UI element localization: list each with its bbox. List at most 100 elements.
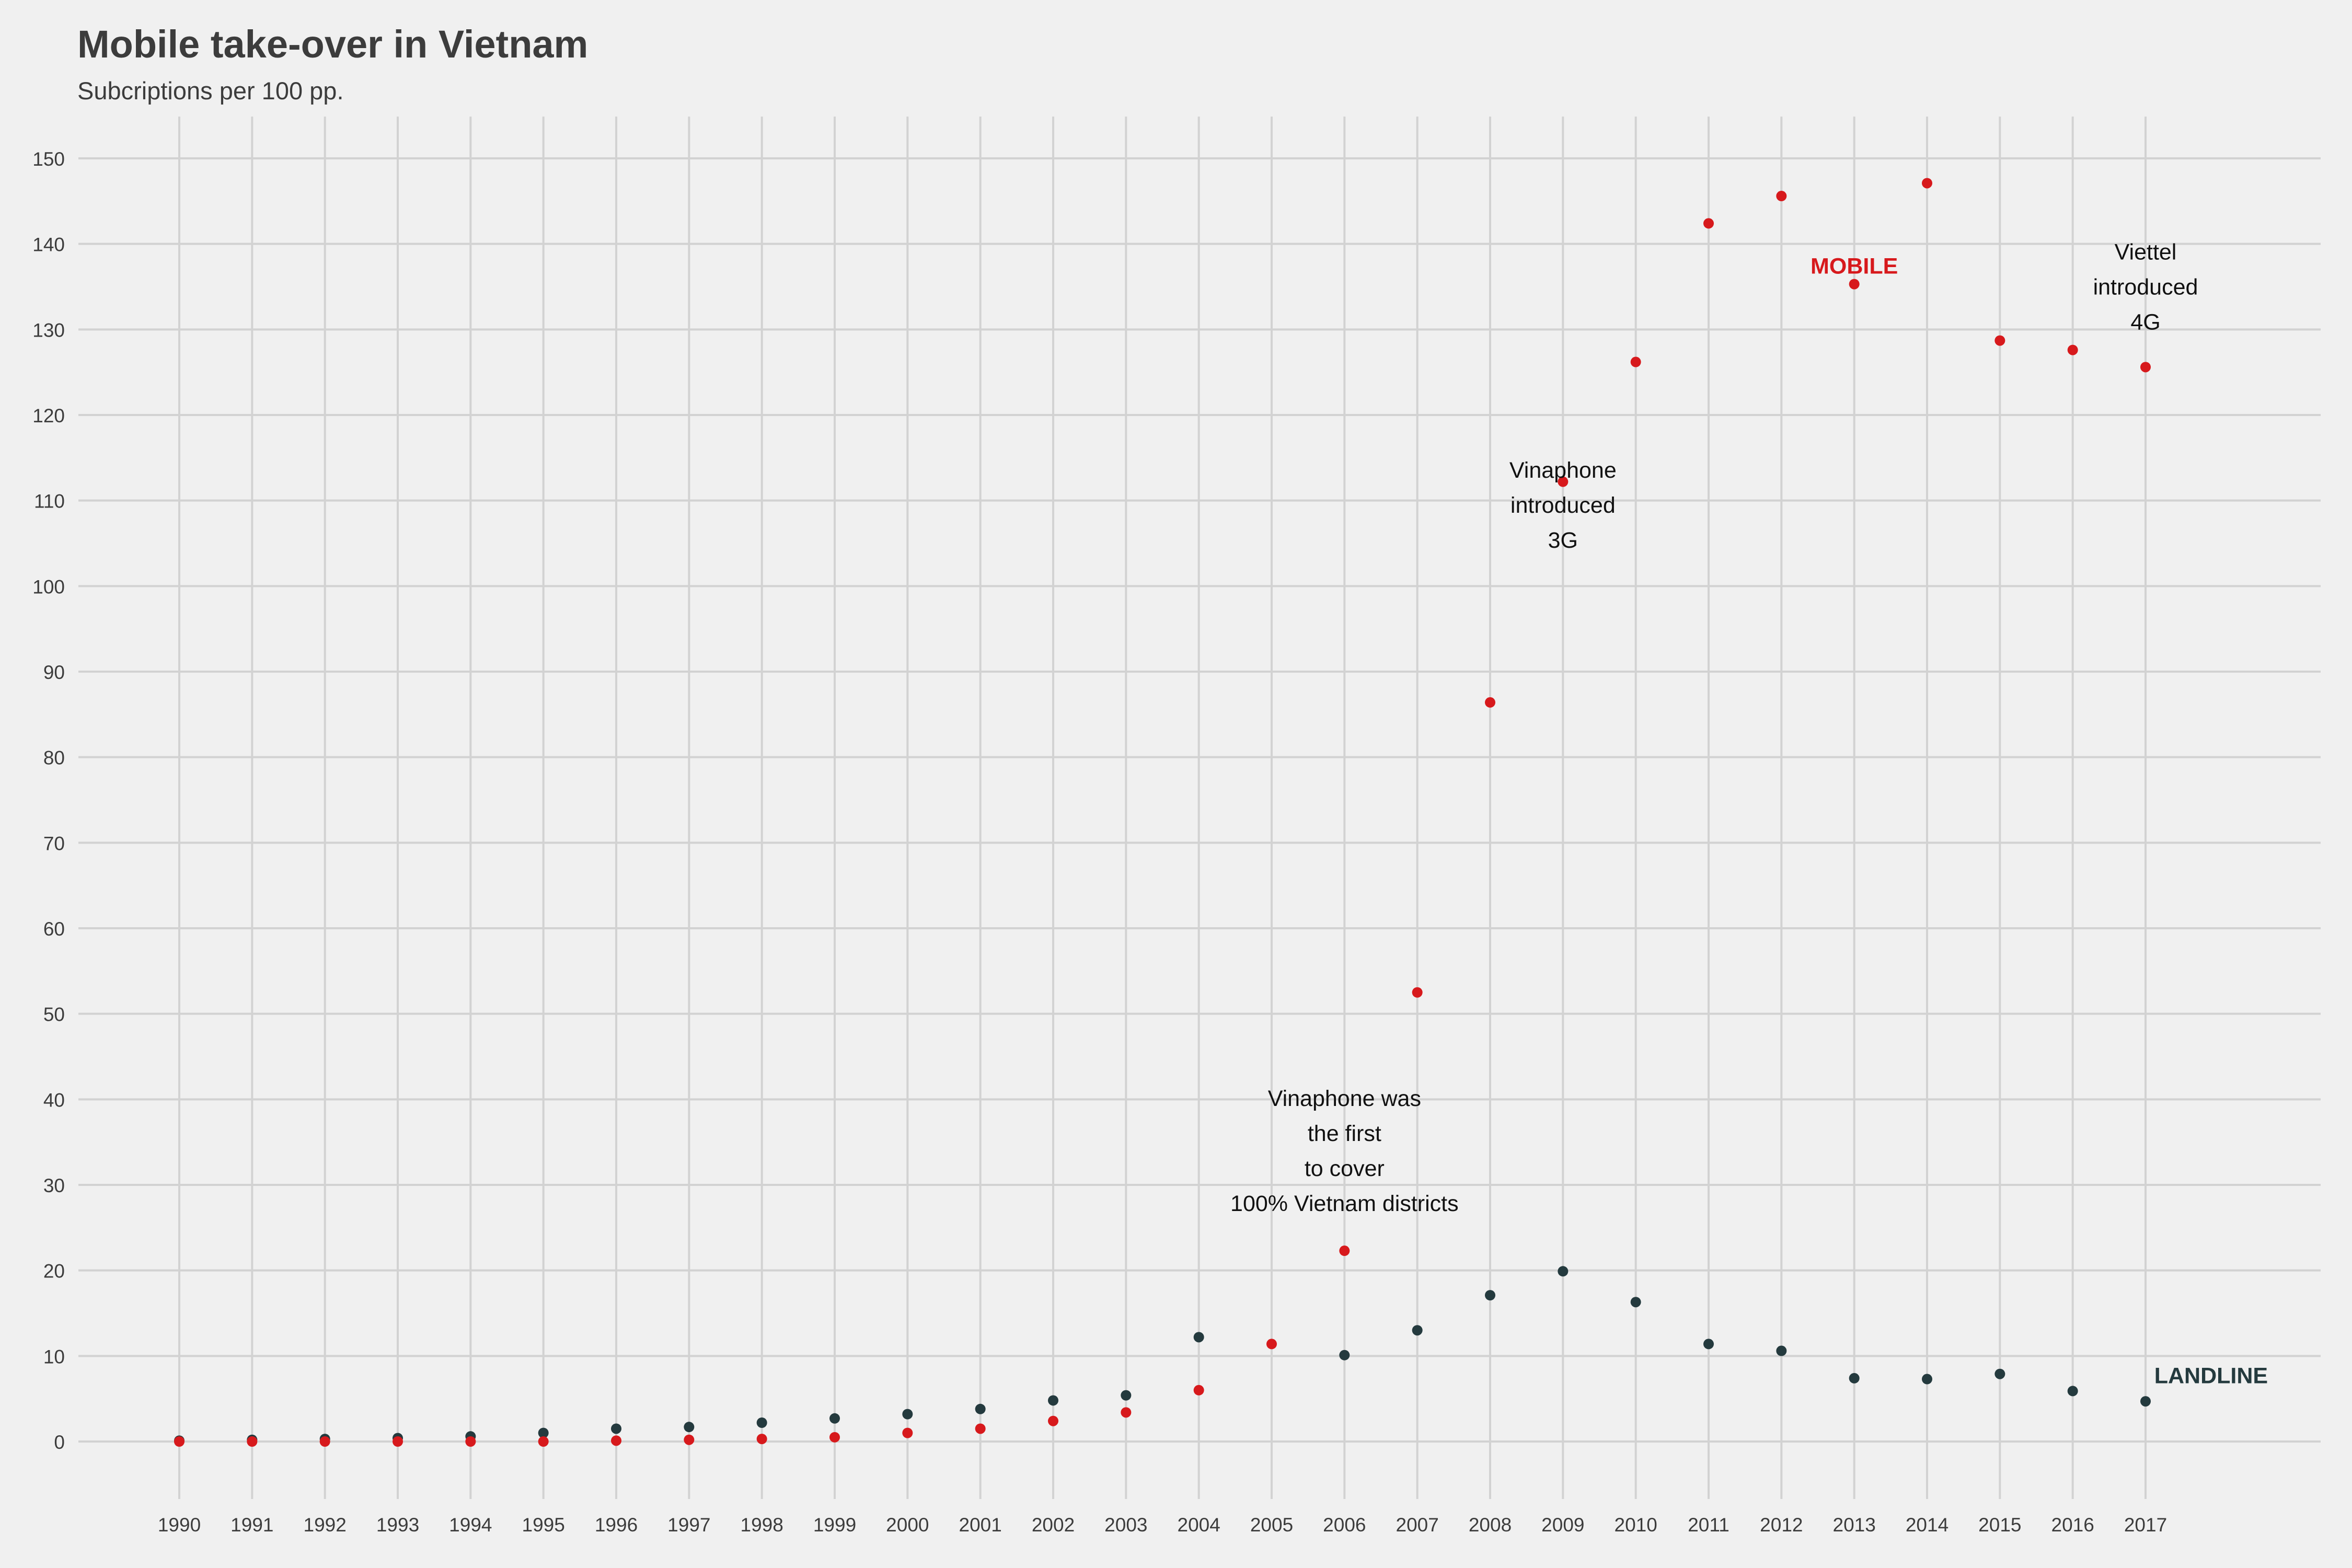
x-tick-label: 2010 xyxy=(1615,1514,1657,1536)
landline-point xyxy=(1121,1390,1132,1401)
y-tick-label: 80 xyxy=(43,747,65,769)
landline-point xyxy=(1849,1373,1860,1383)
mobile-point xyxy=(1849,279,1860,290)
series-label: MOBILE xyxy=(1811,254,1898,279)
y-tick-label: 40 xyxy=(43,1089,65,1111)
landline-point xyxy=(1994,1368,2005,1379)
y-tick-label: 50 xyxy=(43,1004,65,1025)
y-tick-label: 120 xyxy=(32,405,65,426)
x-tick-label: 2006 xyxy=(1323,1514,1366,1536)
x-tick-label: 2004 xyxy=(1178,1514,1220,1536)
mobile-point xyxy=(1266,1339,1277,1350)
y-tick-label: 60 xyxy=(43,918,65,940)
mobile-point xyxy=(319,1436,330,1447)
y-tick-label: 90 xyxy=(43,662,65,683)
mobile-point xyxy=(2140,362,2151,373)
x-tick-label: 2001 xyxy=(959,1514,1002,1536)
x-tick-label: 1995 xyxy=(522,1514,565,1536)
x-tick-label: 2005 xyxy=(1250,1514,1293,1536)
mobile-point xyxy=(393,1436,403,1447)
annotation: Vinaphone introduced 3G xyxy=(1509,458,1617,553)
chart-subtitle: Subcriptions per 100 pp. xyxy=(77,77,344,105)
x-tick-label: 2015 xyxy=(1978,1514,2021,1536)
mobile-point xyxy=(902,1427,913,1438)
x-tick-label: 2009 xyxy=(1541,1514,1584,1536)
mobile-point xyxy=(829,1432,840,1443)
y-tick-label: 70 xyxy=(43,833,65,854)
landline-point xyxy=(1558,1266,1569,1277)
x-tick-label: 2011 xyxy=(1688,1514,1730,1536)
annotation-line: Viettel xyxy=(2115,240,2177,265)
x-tick-label: 1994 xyxy=(449,1514,492,1536)
landline-point xyxy=(538,1427,549,1438)
landline-point xyxy=(1776,1345,1787,1356)
mobile-point xyxy=(174,1436,185,1447)
x-tick-label: 2013 xyxy=(1833,1514,1876,1536)
mobile-point xyxy=(1193,1385,1204,1396)
x-tick-label: 1990 xyxy=(158,1514,201,1536)
mobile-point xyxy=(247,1436,258,1447)
mobile-point xyxy=(975,1423,986,1434)
mobile-point xyxy=(1485,697,1495,708)
mobile-point xyxy=(1703,218,1714,229)
mobile-point xyxy=(538,1436,549,1447)
landline-point xyxy=(2140,1396,2151,1407)
y-axis: 0 10 20 30 40 50 60 70 80 90 100 110 120 130 140 150 xyxy=(32,148,65,1453)
y-tick-label: 30 xyxy=(43,1175,65,1196)
landline-point xyxy=(1339,1350,1350,1361)
x-tick-label: 2003 xyxy=(1104,1514,1147,1536)
x-tick-label: 2017 xyxy=(2124,1514,2167,1536)
landline-point xyxy=(1048,1395,1058,1406)
annotation-line: to cover xyxy=(1305,1156,1385,1181)
annotation-line: introduced xyxy=(2093,275,2198,300)
mobile-point xyxy=(1412,987,1423,998)
grid-lines xyxy=(78,117,2321,1499)
landline-point xyxy=(2067,1386,2078,1397)
y-tick-label: 130 xyxy=(32,319,65,341)
x-tick-label: 1998 xyxy=(741,1514,783,1536)
landline-point xyxy=(975,1403,986,1414)
landline-point xyxy=(1703,1339,1714,1350)
y-tick-label: 140 xyxy=(32,234,65,256)
x-tick-label: 1991 xyxy=(230,1514,273,1536)
y-tick-label: 20 xyxy=(43,1261,65,1282)
mobile-point xyxy=(684,1434,695,1445)
landline-point xyxy=(611,1423,621,1434)
annotation-line: the first xyxy=(1308,1121,1381,1146)
mobile-point xyxy=(1776,191,1787,202)
landline-point xyxy=(902,1409,913,1420)
mobile-point xyxy=(756,1434,767,1445)
y-tick-label: 10 xyxy=(43,1346,65,1367)
mobile-point xyxy=(1048,1415,1058,1426)
mobile-point xyxy=(1630,356,1641,367)
mobile-point xyxy=(611,1435,621,1446)
landline-point xyxy=(1193,1332,1204,1343)
mobile-point xyxy=(2067,344,2078,355)
x-tick-label: 2008 xyxy=(1469,1514,1512,1536)
x-tick-label: 2000 xyxy=(886,1514,929,1536)
annotation-line: 4G xyxy=(2130,310,2160,335)
landline-point xyxy=(1922,1374,1932,1385)
x-axis: 1990 1991 1992 1993 1994 1995 1996 1997 1998 1999… xyxy=(158,1514,2167,1536)
mobile-point xyxy=(465,1436,476,1447)
mobile-point xyxy=(1994,335,2005,346)
landline-point xyxy=(1485,1290,1495,1301)
y-tick-label: 100 xyxy=(32,576,65,597)
x-tick-label: 2007 xyxy=(1396,1514,1439,1536)
x-tick-label: 1992 xyxy=(304,1514,347,1536)
annotation-line: 3G xyxy=(1548,528,1578,553)
x-tick-label: 1993 xyxy=(376,1514,419,1536)
x-tick-label: 2014 xyxy=(1906,1514,1949,1536)
x-tick-label: 2002 xyxy=(1032,1514,1075,1536)
mobile-point xyxy=(1558,476,1569,487)
y-tick-label: 0 xyxy=(54,1432,65,1453)
y-tick-label: 150 xyxy=(32,148,65,170)
annotation: Vinaphone was the first to cover 100% Vietn… xyxy=(1230,1086,1459,1216)
annotation-line: Vinaphone was xyxy=(1268,1086,1421,1111)
x-tick-label: 1999 xyxy=(813,1514,856,1536)
mobile-point xyxy=(1339,1246,1350,1256)
data-points xyxy=(174,178,2151,1447)
annotation-line: Vinaphone xyxy=(1509,458,1617,483)
annotation-line: introduced xyxy=(1511,493,1616,518)
